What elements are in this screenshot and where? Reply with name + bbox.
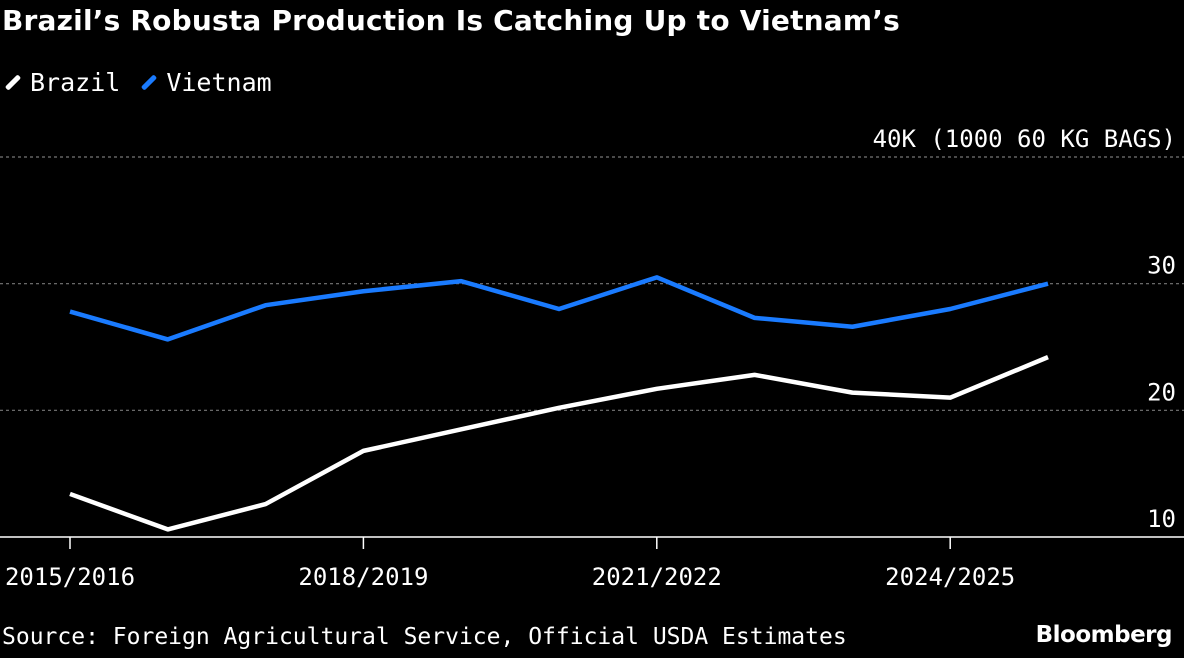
x-tick-label: 2024/2025 (885, 563, 1015, 591)
legend: Brazil Vietnam (4, 68, 272, 97)
series-line-brazil (69, 355, 1049, 532)
legend-label-vietnam: Vietnam (166, 68, 272, 97)
y-tick-label: 40K (1000 60 KG BAGS) (873, 125, 1176, 153)
legend-item-brazil: Brazil (4, 68, 120, 97)
series-line-vietnam (69, 275, 1049, 342)
y-tick-label: 30 (1147, 252, 1176, 280)
y-tick-label: 20 (1147, 378, 1176, 406)
x-tick-label: 2015/2016 (5, 563, 135, 591)
x-tick-label: 2021/2022 (592, 563, 722, 591)
legend-item-vietnam: Vietnam (140, 68, 272, 97)
chart-title: Brazil’s Robusta Production Is Catching … (2, 4, 900, 37)
source-note: Source: Foreign Agricultural Service, Of… (2, 624, 847, 650)
y-tick-label: 10 (1147, 505, 1176, 533)
x-tick-label: 2018/2019 (298, 563, 428, 591)
bloomberg-logo: Bloomberg (1035, 622, 1173, 648)
legend-label-brazil: Brazil (30, 68, 121, 97)
